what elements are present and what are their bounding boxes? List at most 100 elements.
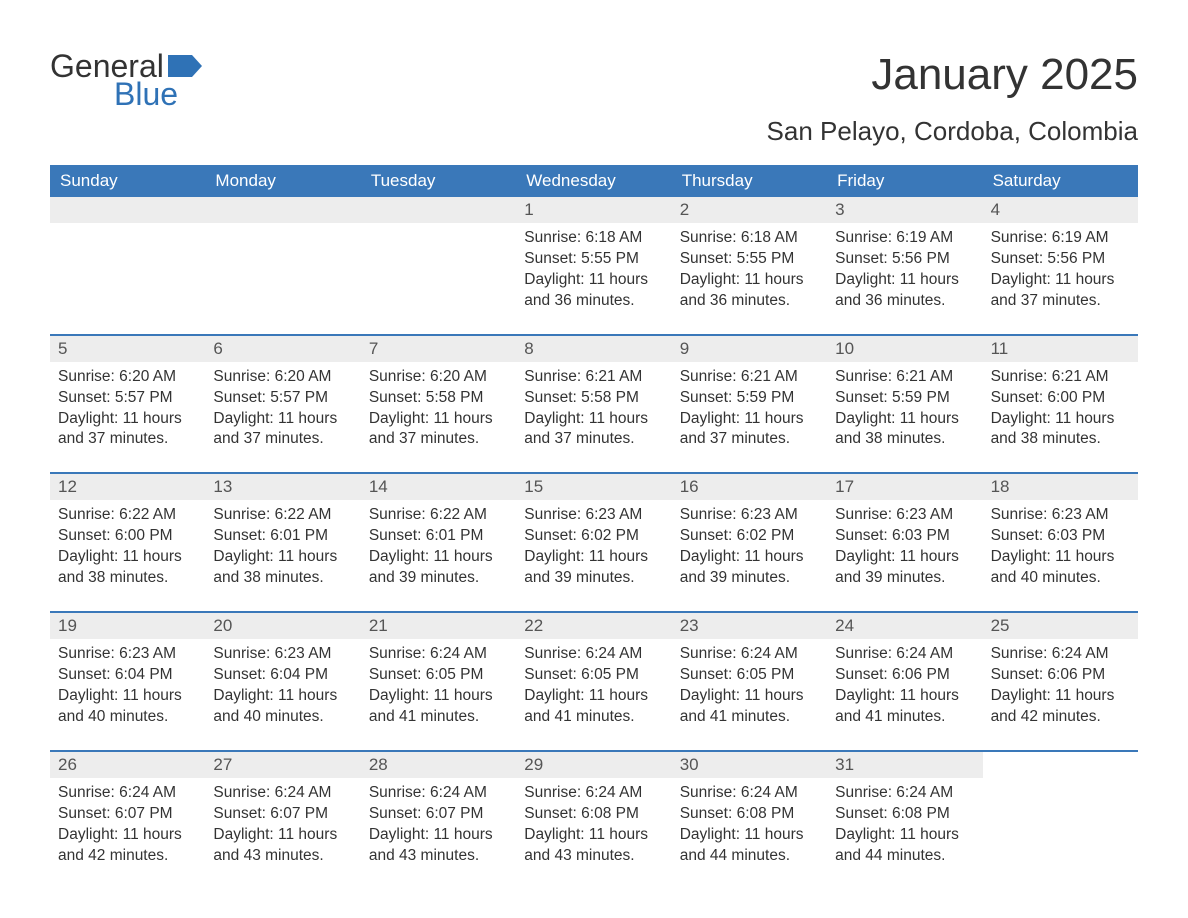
calendar-cell: 26Sunrise: 6:24 AMSunset: 6:07 PMDayligh… — [50, 752, 205, 867]
sunset-line: Sunset: 5:55 PM — [524, 249, 663, 270]
cell-date: 8 — [516, 336, 671, 362]
cell-date: 7 — [361, 336, 516, 362]
daylight-line: Daylight: 11 hours and 36 minutes. — [524, 270, 663, 312]
daylight-line: Daylight: 11 hours and 37 minutes. — [213, 409, 352, 451]
calendar-cell: 7Sunrise: 6:20 AMSunset: 5:58 PMDaylight… — [361, 336, 516, 451]
cell-date: 19 — [50, 613, 205, 639]
calendar-cell: 21Sunrise: 6:24 AMSunset: 6:05 PMDayligh… — [361, 613, 516, 728]
sunset-line: Sunset: 6:01 PM — [213, 526, 352, 547]
daylight-line: Daylight: 11 hours and 40 minutes. — [991, 547, 1130, 589]
sunset-line: Sunset: 6:03 PM — [835, 526, 974, 547]
sunset-line: Sunset: 6:08 PM — [680, 804, 819, 825]
calendar-cell: 5Sunrise: 6:20 AMSunset: 5:57 PMDaylight… — [50, 336, 205, 451]
logo-word2: Blue — [114, 78, 178, 110]
sunset-line: Sunset: 5:57 PM — [58, 388, 197, 409]
sunrise-line: Sunrise: 6:24 AM — [213, 783, 352, 804]
daylight-line: Daylight: 11 hours and 37 minutes. — [58, 409, 197, 451]
day-header: Wednesday — [516, 165, 671, 197]
sunset-line: Sunset: 6:05 PM — [680, 665, 819, 686]
cell-body: Sunrise: 6:24 AMSunset: 6:08 PMDaylight:… — [827, 778, 982, 867]
sunset-line: Sunset: 6:02 PM — [680, 526, 819, 547]
cell-body: Sunrise: 6:24 AMSunset: 6:08 PMDaylight:… — [516, 778, 671, 867]
sunrise-line: Sunrise: 6:24 AM — [369, 783, 508, 804]
cell-date: 26 — [50, 752, 205, 778]
cell-body: Sunrise: 6:21 AMSunset: 5:58 PMDaylight:… — [516, 362, 671, 451]
logo: General Blue — [50, 50, 202, 110]
cell-date — [983, 752, 1138, 778]
cell-body: Sunrise: 6:24 AMSunset: 6:07 PMDaylight:… — [205, 778, 360, 867]
calendar-cell: 11Sunrise: 6:21 AMSunset: 6:00 PMDayligh… — [983, 336, 1138, 451]
calendar-cell: 20Sunrise: 6:23 AMSunset: 6:04 PMDayligh… — [205, 613, 360, 728]
daylight-line: Daylight: 11 hours and 37 minutes. — [680, 409, 819, 451]
calendar-cell: 12Sunrise: 6:22 AMSunset: 6:00 PMDayligh… — [50, 474, 205, 589]
calendar-cell: 14Sunrise: 6:22 AMSunset: 6:01 PMDayligh… — [361, 474, 516, 589]
sunrise-line: Sunrise: 6:24 AM — [680, 644, 819, 665]
cell-date: 15 — [516, 474, 671, 500]
cell-body: Sunrise: 6:23 AMSunset: 6:02 PMDaylight:… — [672, 500, 827, 589]
sunrise-line: Sunrise: 6:20 AM — [369, 367, 508, 388]
cell-body: Sunrise: 6:23 AMSunset: 6:04 PMDaylight:… — [205, 639, 360, 728]
sunrise-line: Sunrise: 6:23 AM — [213, 644, 352, 665]
sunset-line: Sunset: 5:55 PM — [680, 249, 819, 270]
cell-date: 10 — [827, 336, 982, 362]
cell-date: 17 — [827, 474, 982, 500]
cell-body: Sunrise: 6:23 AMSunset: 6:03 PMDaylight:… — [827, 500, 982, 589]
cell-body: Sunrise: 6:24 AMSunset: 6:06 PMDaylight:… — [983, 639, 1138, 728]
cell-date: 18 — [983, 474, 1138, 500]
daylight-line: Daylight: 11 hours and 37 minutes. — [369, 409, 508, 451]
cell-date: 1 — [516, 197, 671, 223]
cell-body: Sunrise: 6:18 AMSunset: 5:55 PMDaylight:… — [516, 223, 671, 312]
cell-date: 13 — [205, 474, 360, 500]
calendar-cell: 22Sunrise: 6:24 AMSunset: 6:05 PMDayligh… — [516, 613, 671, 728]
calendar-cell: 4Sunrise: 6:19 AMSunset: 5:56 PMDaylight… — [983, 197, 1138, 312]
sunset-line: Sunset: 5:59 PM — [835, 388, 974, 409]
cell-body: Sunrise: 6:21 AMSunset: 5:59 PMDaylight:… — [672, 362, 827, 451]
daylight-line: Daylight: 11 hours and 37 minutes. — [991, 270, 1130, 312]
calendar-cell: 27Sunrise: 6:24 AMSunset: 6:07 PMDayligh… — [205, 752, 360, 867]
cell-body: Sunrise: 6:19 AMSunset: 5:56 PMDaylight:… — [983, 223, 1138, 312]
daylight-line: Daylight: 11 hours and 38 minutes. — [58, 547, 197, 589]
daylight-line: Daylight: 11 hours and 39 minutes. — [680, 547, 819, 589]
sunset-line: Sunset: 5:58 PM — [524, 388, 663, 409]
calendar-grid: SundayMondayTuesdayWednesdayThursdayFrid… — [50, 165, 1138, 866]
cell-date: 27 — [205, 752, 360, 778]
calendar-cell-empty — [361, 197, 516, 312]
daylight-line: Daylight: 11 hours and 40 minutes. — [58, 686, 197, 728]
sunrise-line: Sunrise: 6:23 AM — [680, 505, 819, 526]
sunrise-line: Sunrise: 6:21 AM — [991, 367, 1130, 388]
sunrise-line: Sunrise: 6:24 AM — [524, 783, 663, 804]
cell-date — [361, 197, 516, 223]
sunset-line: Sunset: 5:59 PM — [680, 388, 819, 409]
calendar-cell: 2Sunrise: 6:18 AMSunset: 5:55 PMDaylight… — [672, 197, 827, 312]
cell-body: Sunrise: 6:24 AMSunset: 6:07 PMDaylight:… — [50, 778, 205, 867]
sunset-line: Sunset: 6:02 PM — [524, 526, 663, 547]
cell-date: 22 — [516, 613, 671, 639]
calendar-cell: 31Sunrise: 6:24 AMSunset: 6:08 PMDayligh… — [827, 752, 982, 867]
cell-body: Sunrise: 6:22 AMSunset: 6:00 PMDaylight:… — [50, 500, 205, 589]
cell-body: Sunrise: 6:24 AMSunset: 6:07 PMDaylight:… — [361, 778, 516, 867]
calendar-cell: 16Sunrise: 6:23 AMSunset: 6:02 PMDayligh… — [672, 474, 827, 589]
cell-body: Sunrise: 6:22 AMSunset: 6:01 PMDaylight:… — [205, 500, 360, 589]
day-header: Monday — [205, 165, 360, 197]
cell-date: 24 — [827, 613, 982, 639]
daylight-line: Daylight: 11 hours and 42 minutes. — [991, 686, 1130, 728]
sunrise-line: Sunrise: 6:24 AM — [58, 783, 197, 804]
sunset-line: Sunset: 5:57 PM — [213, 388, 352, 409]
cell-body: Sunrise: 6:24 AMSunset: 6:05 PMDaylight:… — [516, 639, 671, 728]
daylight-line: Daylight: 11 hours and 37 minutes. — [524, 409, 663, 451]
sunrise-line: Sunrise: 6:19 AM — [991, 228, 1130, 249]
daylight-line: Daylight: 11 hours and 43 minutes. — [369, 825, 508, 867]
sunrise-line: Sunrise: 6:24 AM — [835, 783, 974, 804]
daylight-line: Daylight: 11 hours and 39 minutes. — [369, 547, 508, 589]
cell-date: 25 — [983, 613, 1138, 639]
cell-body: Sunrise: 6:24 AMSunset: 6:06 PMDaylight:… — [827, 639, 982, 728]
cell-date: 30 — [672, 752, 827, 778]
cell-date: 29 — [516, 752, 671, 778]
daylight-line: Daylight: 11 hours and 41 minutes. — [835, 686, 974, 728]
daylight-line: Daylight: 11 hours and 43 minutes. — [524, 825, 663, 867]
calendar-cell-empty — [205, 197, 360, 312]
daylight-line: Daylight: 11 hours and 39 minutes. — [524, 547, 663, 589]
daylight-line: Daylight: 11 hours and 36 minutes. — [680, 270, 819, 312]
calendar-cell: 1Sunrise: 6:18 AMSunset: 5:55 PMDaylight… — [516, 197, 671, 312]
cell-body: Sunrise: 6:20 AMSunset: 5:57 PMDaylight:… — [205, 362, 360, 451]
